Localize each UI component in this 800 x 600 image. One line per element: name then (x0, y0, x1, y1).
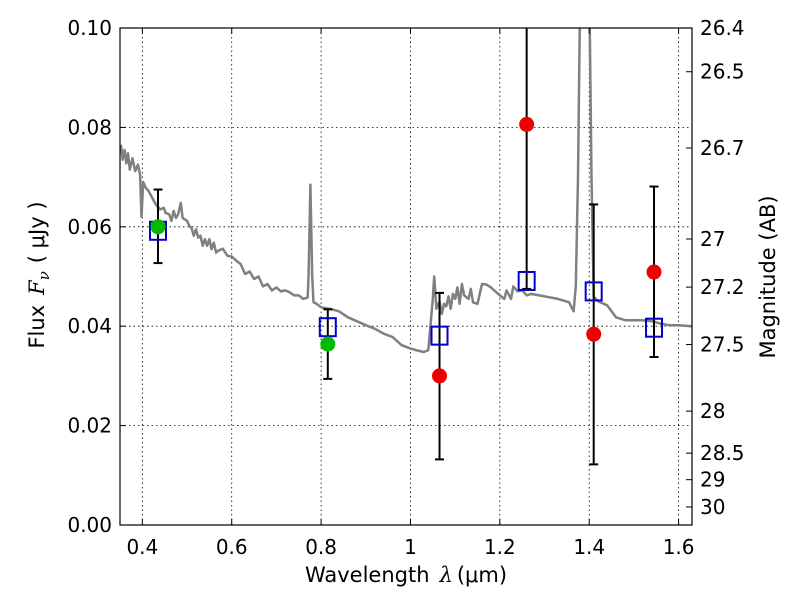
model-photometry-square (645, 317, 664, 338)
y2-tick-label: 26.7 (700, 136, 745, 160)
y-tick-label: 0.08 (67, 115, 112, 139)
model-photometry-square (318, 317, 337, 338)
plot-area (120, 28, 692, 466)
y2-tick-label: 27.2 (700, 275, 745, 299)
y2-tick-label: 28.5 (700, 441, 745, 465)
observed-nir-point (586, 326, 602, 342)
y-tick-label: 0.04 (67, 314, 112, 338)
plot-frame (119, 27, 693, 526)
x-tick-label: 0.4 (126, 535, 158, 559)
y-tick-label: 0.00 (67, 513, 112, 537)
observed-nir-point (519, 116, 535, 132)
y2-tick-label: 30 (700, 495, 725, 519)
y-axis-label: FluxFν( μJy ) (25, 201, 53, 348)
y2-tick-label: 28 (700, 399, 725, 423)
y2-tick-label: 29 (700, 468, 725, 492)
model-sed-line (120, 28, 692, 354)
x-tick-label: 1 (404, 535, 417, 559)
model-photometry-square (430, 325, 449, 346)
observed-optical-point (150, 219, 166, 235)
x-tick-label: 1.4 (573, 535, 605, 559)
x-tick-label: 1.2 (484, 535, 516, 559)
x-tick-label: 0.6 (216, 535, 248, 559)
observed-nir-point (432, 368, 448, 384)
observed-optical-point (320, 336, 336, 352)
model-photometry-square (584, 281, 603, 302)
y2-tick-label: 26.4 (700, 16, 745, 40)
model-photometry-square (517, 270, 536, 291)
grid-lines (120, 27, 692, 526)
x-axis-label: Wavelength λ (μm) (305, 563, 507, 587)
x-tick-label: 0.8 (305, 535, 337, 559)
error-bars (153, 28, 659, 466)
y2-tick-label: 27.5 (700, 333, 745, 357)
y-tick-label: 0.06 (67, 215, 112, 239)
y2-tick-label: 26.5 (700, 60, 745, 84)
observed-nir-point (646, 264, 662, 280)
y2-tick-label: 27 (700, 227, 725, 251)
axes: 0.4 0.6 0.8 1 1.2 1.4 1.6 0.00 0.02 0.04 0.06 0.08 0… (67, 16, 744, 559)
y-tick-label: 0.10 (67, 16, 112, 40)
data-markers (148, 116, 664, 384)
x-tick-label: 1.6 (663, 535, 695, 559)
y-tick-label: 0.02 (67, 414, 112, 438)
y2-axis-label: Magnitude (AB) (756, 195, 780, 358)
